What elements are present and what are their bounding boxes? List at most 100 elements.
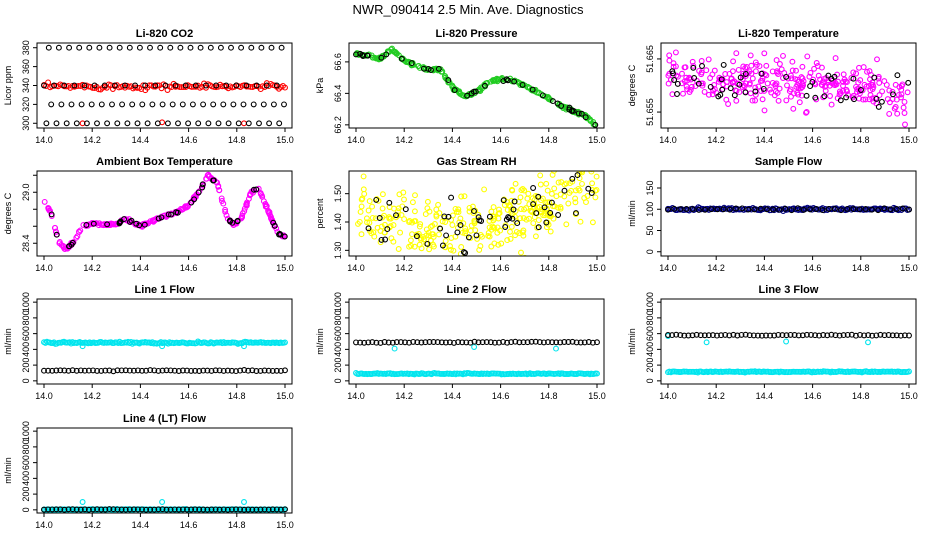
- line1-point: [94, 367, 101, 374]
- co2-point: [41, 82, 47, 89]
- ambient-point: [250, 186, 257, 193]
- co2-point: [116, 44, 123, 51]
- temperature-point: [776, 61, 783, 67]
- sample-point: [695, 206, 702, 213]
- co2-point: [179, 101, 186, 108]
- sample-point: [739, 205, 746, 212]
- temperature-point: [901, 110, 908, 116]
- rh-point: [382, 236, 389, 243]
- temperature-point: [733, 50, 740, 57]
- temperature-point: [742, 80, 749, 87]
- rh-point: [576, 162, 581, 167]
- co2-point: [66, 44, 73, 51]
- line3-point: [787, 331, 794, 338]
- temperature-point: [695, 80, 702, 87]
- rh-point: [538, 208, 545, 215]
- line2-point: [438, 339, 445, 346]
- pressure-point: [592, 121, 599, 128]
- sample-ylabel: ml/min: [627, 200, 637, 227]
- line3-point: [689, 332, 696, 339]
- pressure-point: [445, 79, 452, 86]
- line1-xtick-label: 14.0: [35, 391, 53, 401]
- rh-point: [537, 181, 544, 188]
- co2-point: [238, 44, 245, 51]
- line4-point: [220, 506, 227, 513]
- temperature-point: [873, 95, 880, 102]
- temperature-point: [705, 56, 712, 63]
- pressure-ytick-label: 66.2: [333, 116, 343, 134]
- line4-point: [139, 506, 145, 513]
- line4-point: [261, 506, 268, 513]
- co2-point: [270, 101, 277, 108]
- rh-point: [387, 223, 394, 230]
- line4-ytick-label: 600: [21, 455, 31, 470]
- co2-point: [114, 120, 121, 127]
- temperature-point: [775, 71, 782, 78]
- co2-title: Li-820 CO2: [136, 28, 193, 40]
- co2-point: [101, 82, 108, 89]
- rh-point: [372, 215, 379, 222]
- rh-point: [530, 220, 537, 227]
- temperature-point: [818, 81, 825, 88]
- line1-point: [139, 367, 145, 374]
- pressure-point: [511, 77, 518, 84]
- temperature-point: [790, 105, 797, 112]
- line3-point: [738, 331, 745, 338]
- rh-point: [368, 230, 375, 237]
- temperature-point: [844, 88, 850, 95]
- line3-point: [828, 331, 835, 338]
- temperature-point: [742, 71, 749, 77]
- temperature-point: [815, 72, 822, 79]
- rh-point: [569, 175, 576, 182]
- pressure-title: Li-820 Pressure: [436, 28, 518, 40]
- line2-point: [516, 339, 523, 346]
- rh-point: [416, 223, 423, 230]
- panel-rh: Gas Stream RH percent 14.0 14.2 14.4 14.6 14.8…: [315, 156, 606, 273]
- line3-point: [730, 331, 737, 338]
- co2-point: [106, 44, 113, 51]
- line1-point: [265, 367, 272, 374]
- co2-point: [88, 101, 95, 108]
- rh-point: [514, 220, 521, 227]
- line2-point: [463, 339, 470, 346]
- co2-point: [76, 44, 83, 51]
- temperature-point: [856, 64, 862, 71]
- line1-point: [73, 367, 80, 374]
- temperature-point: [718, 76, 725, 83]
- temperature-point: [735, 66, 742, 73]
- line3-point: [889, 332, 896, 339]
- sample-point: [881, 205, 888, 212]
- sample-point: [887, 206, 894, 213]
- ambient-point: [210, 177, 217, 184]
- temperature-point: [899, 81, 906, 88]
- co2-point: [263, 82, 270, 89]
- line2-point: [549, 339, 556, 346]
- temperature-ytick-label: 51.655: [645, 98, 655, 126]
- rh-point: [360, 173, 367, 180]
- temperature-point: [789, 58, 796, 65]
- sample-point: [862, 206, 869, 212]
- co2-point: [136, 44, 143, 51]
- rh-point: [490, 204, 497, 211]
- temperature-point: [812, 94, 819, 101]
- co2-point: [63, 120, 70, 127]
- ambient-point: [116, 219, 123, 226]
- line4-point: [61, 506, 68, 513]
- co2-point: [282, 84, 288, 91]
- temperature-point: [784, 82, 790, 89]
- rh-point: [517, 215, 524, 222]
- rh-point: [475, 211, 482, 218]
- temperature-xtick-label: 15.0: [900, 135, 918, 145]
- sample-point: [714, 206, 721, 213]
- co2-point: [48, 101, 55, 108]
- line1-point: [147, 367, 154, 374]
- temperature-ytick-label: 51.665: [645, 45, 655, 73]
- temperature-point: [884, 96, 891, 103]
- rh-xtick-label: 14.0: [347, 263, 365, 273]
- ambient-point: [51, 224, 58, 231]
- line4-point: [196, 506, 203, 513]
- line4-point: [175, 506, 182, 513]
- panel-temperature: Li-820 Temperature degrees C 14.0 14.2 14.4 1…: [627, 28, 918, 145]
- temperature-point: [752, 91, 759, 98]
- line4-point: [118, 506, 125, 513]
